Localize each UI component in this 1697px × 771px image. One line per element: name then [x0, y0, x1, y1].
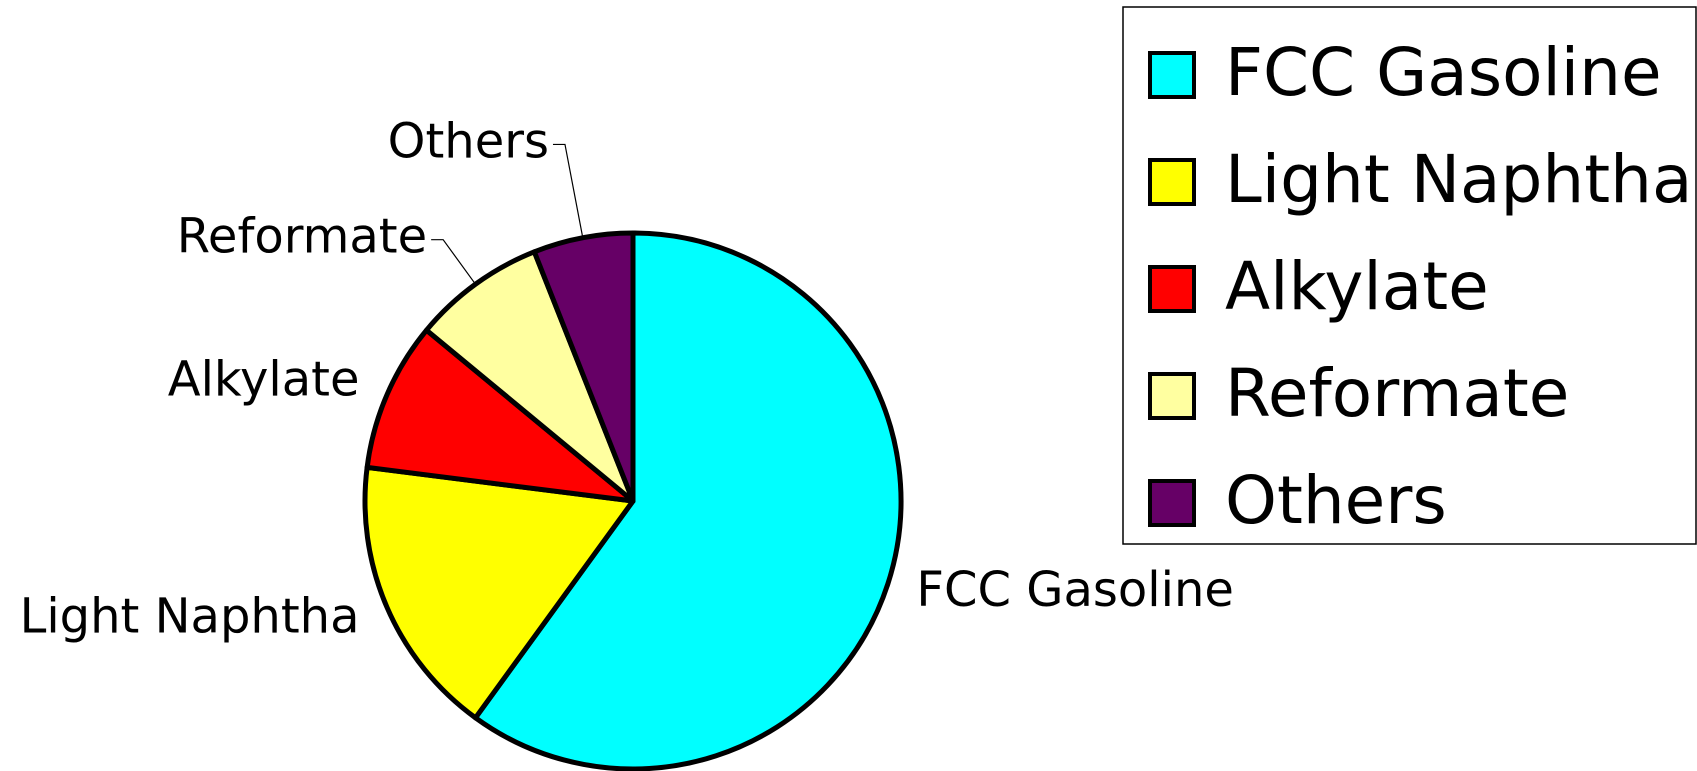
- pie-slice: [531, 230, 636, 504]
- slice-label: Light Naphtha: [20, 588, 360, 644]
- slice-label: Reformate: [177, 209, 427, 265]
- slice-label: FCC Gasoline: [916, 562, 1234, 618]
- slice-label: Alkylate: [168, 352, 360, 408]
- legend-swatch: [1148, 372, 1196, 420]
- legend-swatch: [1148, 479, 1196, 527]
- legend-label: Light Naphtha: [1225, 141, 1692, 218]
- legend-swatch: [1148, 51, 1196, 99]
- legend-label: Alkylate: [1225, 248, 1489, 325]
- legend-label: FCC Gasoline: [1225, 34, 1662, 111]
- pie-slice: [362, 464, 636, 721]
- legend-box: [1122, 6, 1697, 545]
- pie-slice: [364, 327, 636, 504]
- slice-label: Others: [388, 113, 549, 169]
- legend-label: Reformate: [1225, 355, 1569, 432]
- legend-label: Others: [1225, 462, 1447, 539]
- leader-line: [552, 143, 584, 238]
- legend-swatch: [1148, 158, 1196, 206]
- legend-swatch: [1148, 265, 1196, 313]
- pie-slice: [472, 230, 904, 771]
- leader-line: [431, 239, 476, 285]
